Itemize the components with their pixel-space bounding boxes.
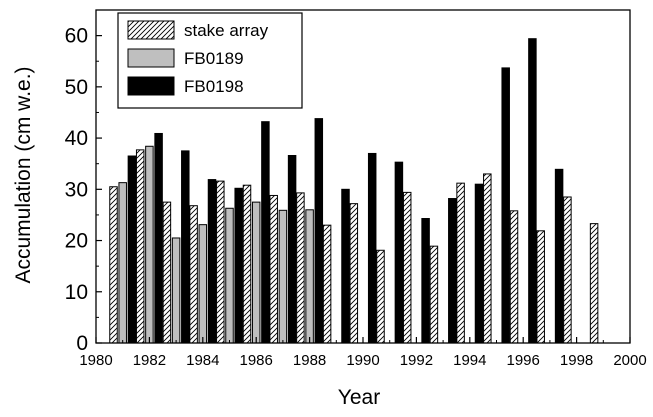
bar-fb0189-1984 xyxy=(198,224,208,344)
bar-stake-array-1994 xyxy=(456,182,465,344)
bar-fb0198-1989 xyxy=(341,188,350,344)
x-tick-label-1984: 1984 xyxy=(186,352,219,369)
bars-layer xyxy=(109,38,599,344)
bar-stake-array-1988 xyxy=(296,192,305,344)
bar-stake-array-1991 xyxy=(376,249,385,344)
y-tick-label-30: 30 xyxy=(65,178,88,201)
bar-fb0198-1986 xyxy=(261,121,270,344)
bar-stake-array-1985 xyxy=(216,180,225,344)
bar-stake-array-1990 xyxy=(349,203,359,344)
bar-stake-array-1992 xyxy=(402,191,412,344)
bar-stake-array-1989 xyxy=(322,224,332,344)
bar-stake-array-1997 xyxy=(536,230,545,344)
x-tick-label-2000: 2000 xyxy=(613,352,646,369)
bar-stake-array-1987 xyxy=(269,194,278,344)
x-tick-label-1996: 1996 xyxy=(507,352,540,369)
x-tick-label-1992: 1992 xyxy=(400,352,433,369)
bar-fb0198-1995 xyxy=(501,67,510,344)
bar-fb0189-1986 xyxy=(251,201,261,344)
bar-fb0198-1992 xyxy=(421,218,430,344)
bar-fb0189-1982 xyxy=(145,145,154,344)
bar-fb0198-1987 xyxy=(287,155,297,344)
x-tick-label-1990: 1990 xyxy=(346,352,379,369)
bar-stake-array-1983 xyxy=(162,201,172,344)
bar-stake-array-1998 xyxy=(563,196,572,344)
bar-fb0189-1985 xyxy=(225,207,234,344)
y-tick-label-60: 60 xyxy=(65,25,88,48)
bar-fb0198-1996 xyxy=(528,38,537,344)
legend-swatch-fb0198 xyxy=(127,76,175,96)
bar-fb0198-1990 xyxy=(367,152,377,344)
bar-stake-array-1993 xyxy=(429,245,439,344)
legend-swatch-fb0189 xyxy=(127,48,175,68)
x-tick-label-1986: 1986 xyxy=(240,352,273,369)
bar-fb0198-1993 xyxy=(448,198,457,344)
y-tick-label-50: 50 xyxy=(65,76,88,99)
bar-fb0198-1984 xyxy=(207,179,217,344)
x-tick-label-1980: 1980 xyxy=(79,352,112,369)
bar-stake-array-1984 xyxy=(189,205,198,344)
x-tick-label-1982: 1982 xyxy=(133,352,166,369)
bar-fb0198-1981 xyxy=(127,155,137,344)
bar-fb0189-1987 xyxy=(278,209,288,344)
bar-stake-array-1999 xyxy=(589,223,599,344)
bar-fb0198-1991 xyxy=(394,161,404,344)
legend-swatch-stake-array xyxy=(127,20,175,40)
bar-stake-array-1986 xyxy=(242,184,252,344)
x-tick-label-1998: 1998 xyxy=(560,352,593,369)
bar-fb0189-1988 xyxy=(305,209,314,344)
bar-stake-array-1981 xyxy=(109,186,118,344)
x-axis-label: Year xyxy=(338,386,380,409)
bar-fb0189-1983 xyxy=(171,237,181,344)
y-axis-label: Accumulation (cm w.e.) xyxy=(12,66,35,283)
bar-fb0198-1985 xyxy=(234,187,243,344)
y-tick-label-10: 10 xyxy=(65,281,88,304)
bar-fb0198-1997 xyxy=(554,168,564,344)
legend-label-fb0198: FB0198 xyxy=(184,77,244,96)
x-tick-label-1988: 1988 xyxy=(293,352,326,369)
bar-stake-array-1995 xyxy=(483,173,492,344)
bar-fb0198-1982 xyxy=(154,132,163,344)
y-tick-label-20: 20 xyxy=(65,230,88,253)
bar-fb0198-1983 xyxy=(181,150,190,344)
y-tick-label-40: 40 xyxy=(65,127,88,150)
axes-layer: 1980 1982 1984 1986 1988 1990 1992 1994 1996 1998… xyxy=(65,9,647,369)
legend: stake array FB0189 FB0198 xyxy=(117,12,303,109)
legend-label-stake-array: stake array xyxy=(184,21,269,40)
legend-label-fb0189: FB0189 xyxy=(184,49,244,68)
y-tick-label-0: 0 xyxy=(76,332,88,355)
x-tick-label-1994: 1994 xyxy=(453,352,486,369)
bar-fb0189-1981 xyxy=(118,182,127,344)
bar-stake-array-1982 xyxy=(135,149,145,344)
bar-stake-array-1996 xyxy=(509,210,519,344)
bar-fb0198-1988 xyxy=(314,118,324,344)
bar-fb0198-1994 xyxy=(474,183,484,344)
